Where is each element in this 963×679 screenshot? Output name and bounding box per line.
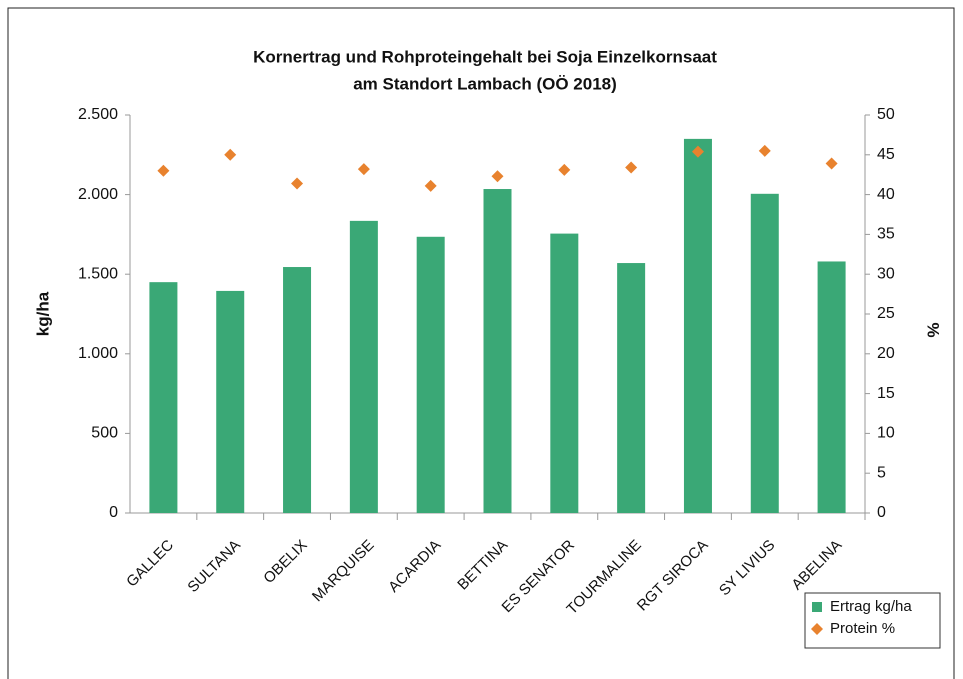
legend-label: Protein % <box>830 620 895 637</box>
x-tick-label: MARQUISE <box>309 537 378 606</box>
point <box>424 179 437 192</box>
y-tick-label: 1.000 <box>78 345 118 362</box>
y2-tick-label: 0 <box>877 504 886 521</box>
point <box>625 161 638 174</box>
legend <box>804 592 941 649</box>
chart-title: am Standort Lambach (OÖ 2018) <box>353 74 617 93</box>
y2-tick-label: 30 <box>877 265 895 282</box>
point <box>157 164 170 177</box>
y-tick-label: 2.000 <box>78 186 118 203</box>
x-tick-label: ACARDIA <box>385 537 444 596</box>
point <box>491 170 504 183</box>
x-tick-label: GALLEC <box>123 537 177 591</box>
bar <box>750 193 779 513</box>
bar <box>617 263 646 513</box>
y2-tick-label: 10 <box>877 425 895 442</box>
x-tick-label: BETTINA <box>454 537 511 594</box>
x-tick-label: SULTANA <box>184 537 243 596</box>
y2-tick-label: 20 <box>877 345 895 362</box>
y2-tick-label: 40 <box>877 186 895 203</box>
y-tick-label: 1.500 <box>78 265 118 282</box>
y-tick-label: 500 <box>91 425 118 442</box>
y2-tick-label: 15 <box>877 385 895 402</box>
y2-tick-label: 5 <box>877 464 886 481</box>
bar <box>283 267 312 513</box>
point <box>558 163 571 176</box>
point <box>291 177 304 190</box>
y2-tick-label: 25 <box>877 305 895 322</box>
legend-swatch <box>812 602 822 612</box>
point <box>224 148 237 161</box>
chart-border <box>7 7 955 679</box>
x-tick-label: RGT SIROCA <box>634 537 712 615</box>
y2-axis-label: % <box>924 322 943 337</box>
chart-title: Kornertrag und Rohproteingehalt bei Soja… <box>253 47 717 66</box>
bar <box>416 236 445 513</box>
point <box>825 157 838 170</box>
point <box>758 144 771 157</box>
bar <box>149 282 178 513</box>
point <box>691 145 704 158</box>
point <box>357 163 370 176</box>
bar <box>683 138 712 513</box>
bar <box>483 189 512 513</box>
bar <box>550 233 579 513</box>
y-axis-label: kg/ha <box>33 291 52 336</box>
y-tick-label: 2.500 <box>78 106 118 123</box>
y2-tick-label: 45 <box>877 146 895 163</box>
x-tick-label: SY LIVIUS <box>716 537 779 600</box>
x-tick-label: OBELIX <box>260 537 310 587</box>
y-tick-label: 0 <box>109 504 118 521</box>
y2-tick-label: 50 <box>877 106 895 123</box>
legend-label: Ertrag kg/ha <box>830 598 912 615</box>
bar <box>216 290 245 513</box>
bar <box>349 220 378 514</box>
legend-swatch <box>811 623 823 635</box>
x-tick-label: ABELINA <box>788 537 845 594</box>
y2-tick-label: 35 <box>877 226 895 243</box>
bar <box>817 261 846 513</box>
